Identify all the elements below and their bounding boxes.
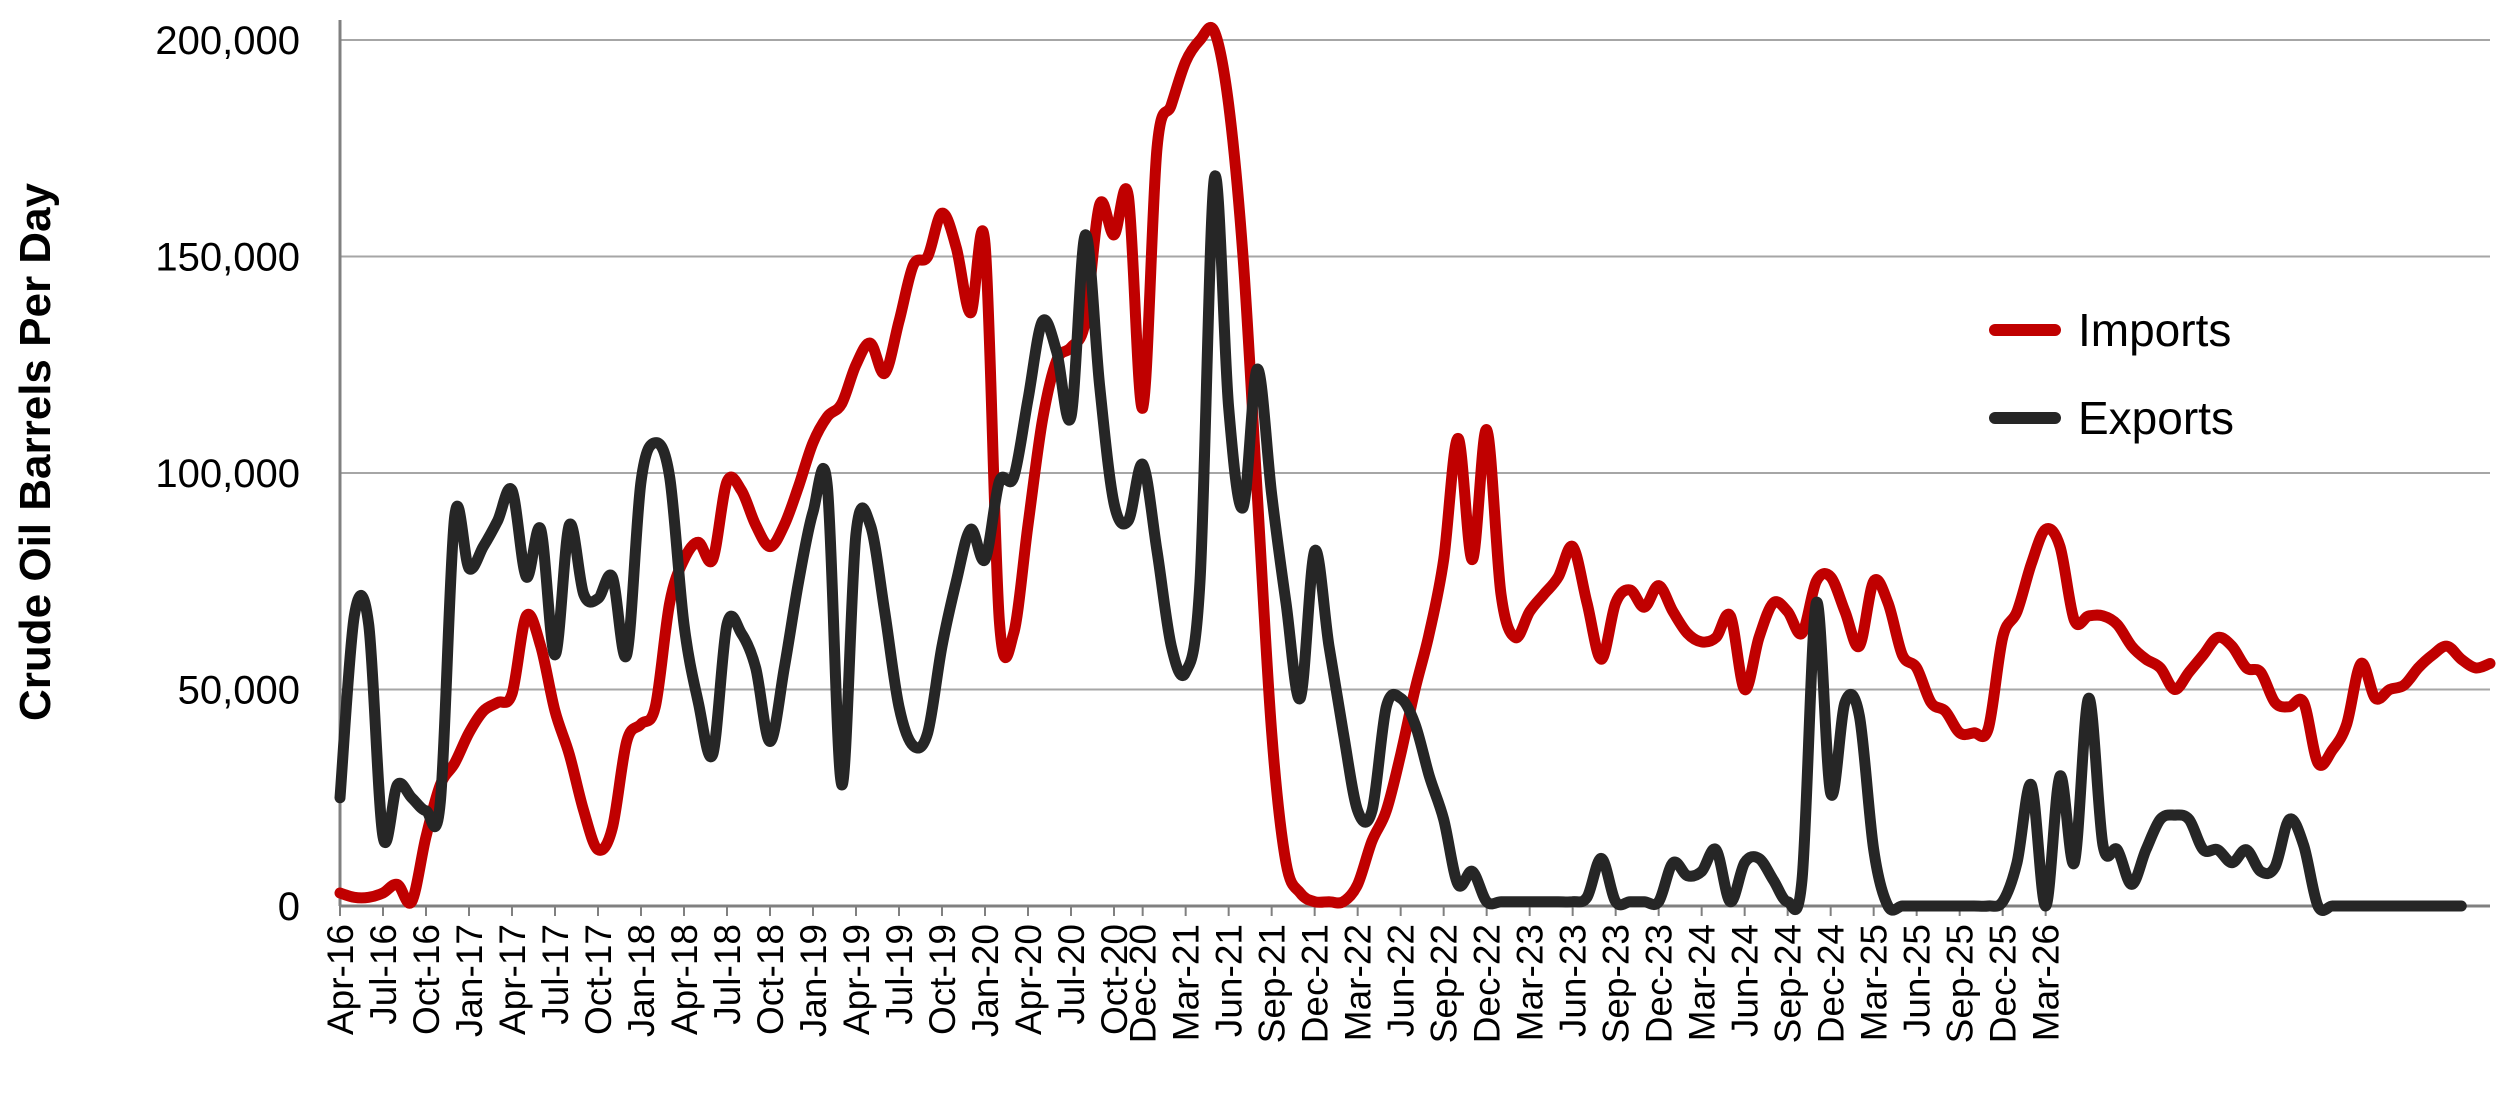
x-tick-label: Sep-21: [1252, 924, 1293, 1043]
x-tick-label: Jul-16: [363, 924, 404, 1025]
x-tick-label: Apr-20: [1008, 924, 1049, 1035]
x-tick-label: Jun-22: [1381, 924, 1422, 1037]
x-tick-label: Mar-22: [1338, 924, 1379, 1041]
x-tick-label: Mar-25: [1854, 924, 1895, 1041]
series-lines: [334, 21, 2496, 916]
x-tick-label: Jan-17: [449, 924, 490, 1037]
x-tick-label: Oct-17: [578, 924, 619, 1035]
x-tick-label: Jul-20: [1051, 924, 1092, 1025]
x-tick-label: Apr-19: [836, 924, 877, 1035]
x-tick-label: Mar-26: [2026, 924, 2067, 1041]
y-axis-label: Crude Oil Barrels Per Day: [11, 182, 60, 721]
x-tick-label: Dec-23: [1639, 924, 1680, 1043]
x-tick-label: Apr-18: [664, 924, 705, 1035]
x-tick-label: Jun-21: [1209, 924, 1250, 1037]
series-line-exports: [334, 170, 2467, 916]
x-tick-label: Mar-23: [1510, 924, 1551, 1041]
x-tick-label: Mar-24: [1682, 924, 1723, 1041]
x-tick-label: Jan-18: [621, 924, 662, 1037]
x-tick-label: Dec-24: [1811, 924, 1852, 1043]
y-tick-label: 50,000: [178, 669, 300, 713]
x-tick-label: Jul-18: [707, 924, 748, 1025]
x-tick-label: Mar-21: [1166, 924, 1207, 1041]
x-tick-label: Apr-16: [320, 924, 361, 1035]
y-tick-label: 0: [278, 885, 300, 929]
x-tick-label: Jun-25: [1897, 924, 1938, 1037]
series-line-imports: [334, 21, 2496, 909]
x-tick-label: Jun-24: [1725, 924, 1766, 1037]
x-tick-label: Sep-22: [1424, 924, 1465, 1043]
x-tick-label: Oct-18: [750, 924, 791, 1035]
x-tick-label: Jun-23: [1553, 924, 1594, 1037]
grid-lines: [340, 39, 2490, 691]
legend: Imports Exports: [1989, 304, 2234, 444]
x-tick-label: Oct-19: [922, 924, 963, 1035]
x-tick-label: Dec-21: [1295, 924, 1336, 1043]
x-tick-label: Jul-17: [535, 924, 576, 1025]
legend-label-imports: Imports: [2078, 304, 2231, 356]
x-tick-label: Dec-20: [1123, 924, 1164, 1043]
x-tick-label: Sep-24: [1768, 924, 1809, 1043]
x-tick-label: Jul-19: [879, 924, 920, 1025]
x-tick-label: Dec-22: [1467, 924, 1508, 1043]
x-tick-label: Sep-23: [1596, 924, 1637, 1043]
x-axis: Apr-16 Jul-16 Oct-16 Jan-17 Apr-17 Jul-17 Oct-…: [320, 20, 2490, 1043]
x-tick-label: Oct-16: [406, 924, 447, 1035]
y-axis-ticks: 0 50,000 100,000 150,000 200,000: [155, 19, 300, 929]
x-tick-label: Dec-25: [1983, 924, 2024, 1043]
y-tick-label: 150,000: [155, 236, 300, 280]
x-tick-label: Jan-20: [965, 924, 1006, 1037]
x-tick-label: Jan-19: [793, 924, 834, 1037]
y-tick-label: 100,000: [155, 452, 300, 496]
x-tick-label: Oct-20: [1094, 924, 1135, 1035]
x-tick-label: Sep-25: [1940, 924, 1981, 1043]
legend-label-exports: Exports: [2078, 392, 2234, 444]
x-tick-label: Apr-17: [492, 924, 533, 1035]
y-tick-label: 200,000: [155, 19, 300, 63]
